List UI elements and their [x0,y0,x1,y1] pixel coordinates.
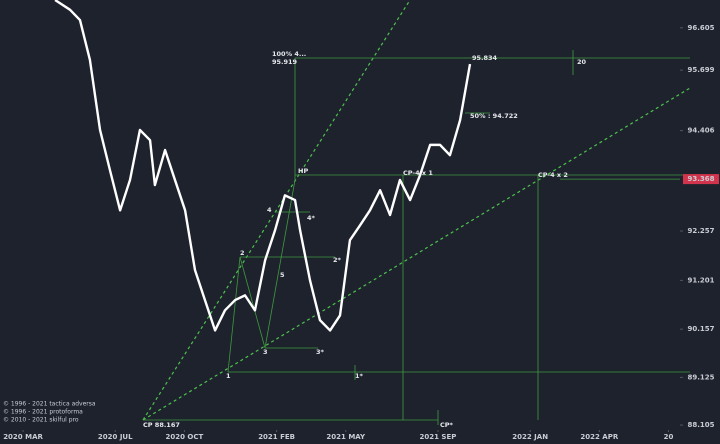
copyright: © 2010 - 2021 skilful pro [3,417,79,424]
x-tick-label: 2020 MAR [3,433,43,441]
y-tick-label: 96.605 [687,24,714,32]
annotation: 3* [316,348,325,356]
x-tick-label: 2020 JUL [98,433,133,441]
y-tick-label: 88.105 [687,421,714,429]
annotation: CP 88.167 [143,421,180,429]
x-tick-label: 2021 SEP [420,433,457,441]
y-tick-label: 94.406 [687,127,714,135]
annotation: 4* [307,214,316,222]
copyright: © 1996 - 2021 protoforma [3,409,83,416]
y-tick-label: 91.201 [687,276,714,284]
x-tick-label: 2022 JAN [512,433,548,441]
annotation: 95.919 [272,58,298,66]
annotation: 3 [263,348,268,356]
annotation: 2 [240,249,245,257]
copyright: © 1996 - 2021 tactica adversa [3,401,96,408]
annotation: 95.834 [472,54,498,62]
y-tick-label: 89.125 [687,373,714,381]
annotation: 50% : 94.722 [470,112,518,120]
annotations: 100% 4... 95.919 95.834 20 50% : 94.722 … [142,0,691,429]
annotation: 2* [333,256,342,264]
trend-line [142,87,691,421]
annotation: 1 [226,372,231,380]
price-line [54,0,472,332]
wave-line [264,179,296,349]
x-tick-label: 2021 FEB [258,433,295,441]
annotation: 5 [280,271,285,279]
annotation: 100% 4... [272,50,306,58]
x-tick-label: 2021 MAY [326,433,366,441]
annotation: 20 [577,58,587,66]
x-tick-label: 2022 APR [580,433,618,441]
price-marker-label: 93.368 [687,175,714,183]
y-tick-label: 92.257 [687,227,714,235]
annotation: 1* [355,372,364,380]
trend-line [142,0,411,421]
x-tick-label: 2020 OCT [166,433,204,441]
annotation: CP-4 x 1 [403,169,433,177]
price-marker-box [683,174,719,185]
y-tick-label: 90.157 [687,325,714,333]
annotation: 4 [267,206,272,214]
x-tick-label: 20 [664,433,674,441]
wave-line [239,256,266,349]
annotation: HP [298,167,308,175]
annotation: CP* [440,421,454,429]
y-tick-label: 95.699 [687,66,714,74]
wave-line [227,256,241,373]
annotation: CP-4 x 2 [538,171,568,179]
